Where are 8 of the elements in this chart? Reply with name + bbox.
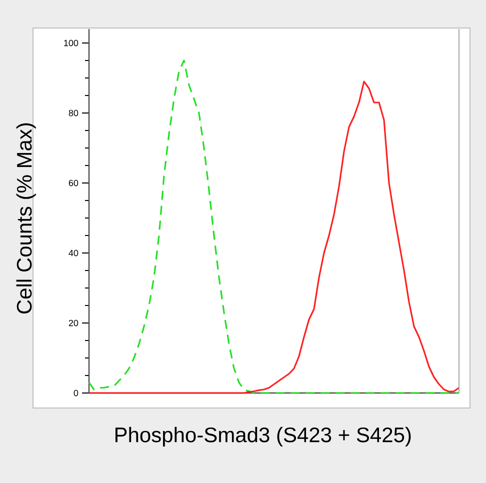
y-tick-label: 40: [68, 250, 78, 256]
y-tick-label: 20: [68, 320, 78, 326]
y-tick-label: 100: [64, 40, 78, 46]
y-tick-label: 80: [68, 110, 78, 116]
x-axis-title: Phospho-Smad3 (S423 + S425): [115, 426, 411, 446]
y-axis-title: Cell Counts (% Max): [16, 123, 36, 314]
y-tick-label: 0: [74, 390, 78, 396]
y-tick-label: 60: [68, 180, 78, 186]
